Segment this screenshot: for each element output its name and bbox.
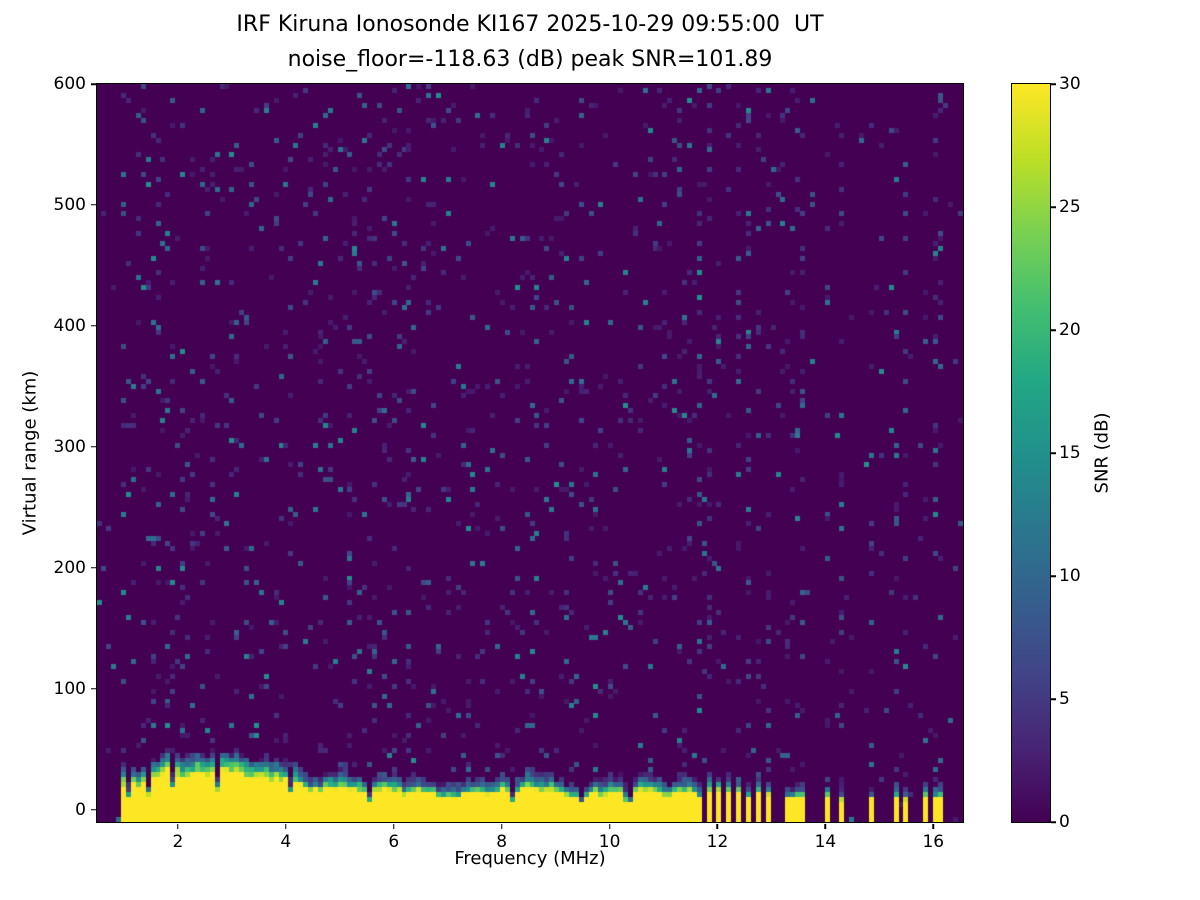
colorbar-tick-label: 5 xyxy=(1059,689,1070,709)
y-tick-mark xyxy=(91,446,96,448)
y-tick-label: 100 xyxy=(53,678,86,699)
colorbar-tick-label: 20 xyxy=(1059,320,1081,340)
x-tick-label: 8 xyxy=(496,832,508,852)
colorbar-tick-label: 30 xyxy=(1059,74,1081,94)
colorbar-tick-mark xyxy=(1051,329,1056,331)
y-tick-mark xyxy=(91,809,96,811)
x-tick-label: 6 xyxy=(388,832,400,852)
plot-area-border xyxy=(96,83,964,823)
x-tick-mark xyxy=(824,824,827,829)
colorbar-tick-mark xyxy=(1051,452,1056,454)
colorbar-tick-mark xyxy=(1051,575,1056,577)
colorbar-tick-label: 25 xyxy=(1059,197,1081,217)
y-tick-mark xyxy=(91,83,96,85)
colorbar-tick-label: 15 xyxy=(1059,443,1081,463)
colorbar-border xyxy=(1011,83,1051,823)
x-axis-label: Frequency (MHz) xyxy=(454,848,606,869)
x-tick-label: 12 xyxy=(706,832,729,852)
colorbar-label: SNR (dB) xyxy=(1091,412,1113,494)
x-tick-mark xyxy=(932,824,935,829)
y-tick-label: 400 xyxy=(53,315,86,336)
x-tick-label: 2 xyxy=(172,832,184,852)
y-tick-mark xyxy=(91,688,96,690)
x-tick-mark xyxy=(716,824,719,829)
x-tick-label: 10 xyxy=(598,832,621,852)
y-tick-mark xyxy=(91,325,96,327)
y-tick-mark xyxy=(91,567,96,569)
ionogram-heatmap xyxy=(97,84,963,822)
y-tick-mark xyxy=(91,204,96,206)
colorbar-tick-label: 0 xyxy=(1059,812,1070,832)
colorbar-gradient xyxy=(1012,84,1050,822)
colorbar-tick-mark xyxy=(1051,821,1056,823)
colorbar-tick-mark xyxy=(1051,83,1056,85)
chart-title-line1: IRF Kiruna Ionosonde KI167 2025-10-29 09… xyxy=(236,12,824,37)
y-tick-label: 0 xyxy=(75,799,86,820)
y-axis-label: Virtual range (km) xyxy=(19,370,41,536)
x-tick-label: 14 xyxy=(814,832,837,852)
chart-title-line2: noise_floor=-118.63 (dB) peak SNR=101.89 xyxy=(287,47,773,72)
x-tick-mark xyxy=(285,824,287,829)
y-tick-label: 200 xyxy=(53,557,86,578)
colorbar-tick-mark xyxy=(1051,206,1056,208)
y-tick-label: 600 xyxy=(53,74,86,94)
x-tick-mark xyxy=(500,824,503,829)
x-tick-label: 4 xyxy=(280,832,292,852)
x-tick-mark xyxy=(393,824,395,829)
x-tick-mark xyxy=(608,824,611,829)
y-tick-label: 500 xyxy=(53,194,86,215)
colorbar-tick-mark xyxy=(1051,698,1056,700)
x-tick-label: 16 xyxy=(922,832,945,852)
x-tick-mark xyxy=(177,824,179,829)
y-tick-label: 300 xyxy=(53,436,86,457)
colorbar-tick-label: 10 xyxy=(1059,566,1081,586)
